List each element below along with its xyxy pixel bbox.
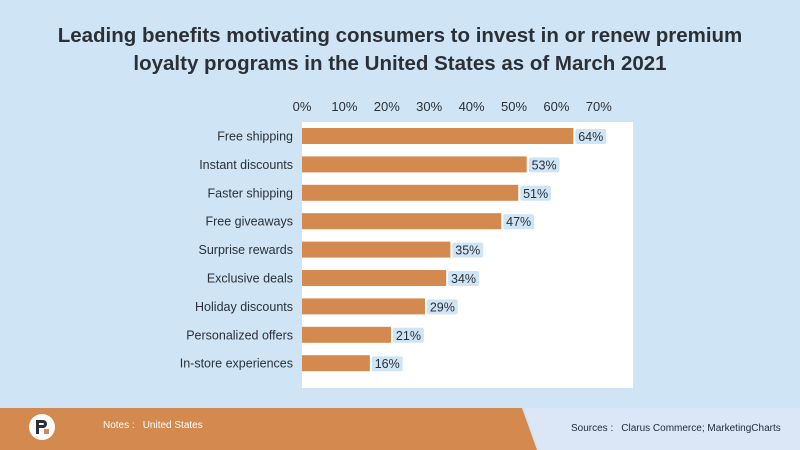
data-label-bg (452, 242, 484, 258)
x-tick-label: 20% (374, 99, 400, 114)
data-label-bg (371, 356, 403, 372)
bar (302, 298, 425, 315)
x-tick-label: 50% (501, 99, 527, 114)
category-label: Surprise rewards (199, 243, 293, 257)
footer-sources: Sources : Clarus Commerce; MarketingChart… (571, 423, 781, 434)
sources-value: Clarus Commerce; MarketingCharts (621, 423, 781, 434)
x-tick-label: 40% (459, 99, 485, 114)
bar (302, 128, 574, 144)
chart-title: Leading benefits motivating consumers to… (40, 22, 760, 78)
footer-blue-band (524, 408, 800, 450)
x-tick-label: 30% (416, 99, 442, 114)
data-label: 35% (455, 244, 480, 258)
data-label-bg (520, 185, 552, 201)
data-label-bg (575, 129, 607, 144)
data-label: 29% (430, 300, 455, 314)
data-label-bg (448, 271, 479, 286)
chart-title-line-1: Leading benefits motivating consumers to… (57, 24, 743, 47)
x-tick-label: 0% (293, 99, 312, 114)
data-label: 21% (396, 329, 421, 343)
data-label-bg (393, 327, 424, 343)
bar (302, 156, 527, 173)
category-label: Holiday discounts (195, 300, 293, 314)
data-label: 47% (506, 215, 531, 229)
category-label: Personalized offers (186, 328, 293, 342)
sources-label: Sources : (571, 423, 614, 434)
data-label-bg (503, 214, 535, 230)
category-label: Faster shipping (208, 186, 294, 200)
category-label: Instant discounts (199, 158, 293, 172)
brand-logo-icon (29, 414, 55, 440)
x-tick-label: 10% (331, 99, 357, 114)
x-tick-label: 70% (586, 99, 612, 114)
category-label: Free giveaways (205, 215, 293, 229)
notes-label: Notes : (103, 420, 135, 431)
footer-notes: Notes : United States (103, 420, 203, 431)
notes-value: United States (142, 420, 203, 431)
chart-title-line-2: loyalty programs in the United States as… (133, 52, 667, 75)
bar-chart: 0% 10% 20% 30% 40% 50% 60% 70% Free shipping 64% I… (180, 99, 612, 372)
footer-bar (0, 408, 800, 450)
data-label: 34% (451, 272, 476, 286)
bar (302, 326, 392, 343)
x-tick-label: 60% (543, 99, 569, 114)
bar (302, 355, 370, 372)
data-label: 16% (375, 357, 400, 371)
data-label-bg (426, 299, 458, 315)
bar (302, 270, 447, 286)
category-label: Exclusive deals (207, 272, 293, 286)
category-label: In-store experiences (180, 357, 293, 371)
data-label: 64% (578, 130, 603, 144)
data-label-bg (528, 157, 560, 173)
bar (302, 213, 502, 230)
bar (302, 241, 451, 258)
data-label: 53% (532, 158, 557, 172)
footer-orange-band (0, 408, 537, 450)
data-label: 51% (523, 187, 548, 201)
category-label: Free shipping (217, 130, 293, 144)
bar (302, 184, 519, 201)
